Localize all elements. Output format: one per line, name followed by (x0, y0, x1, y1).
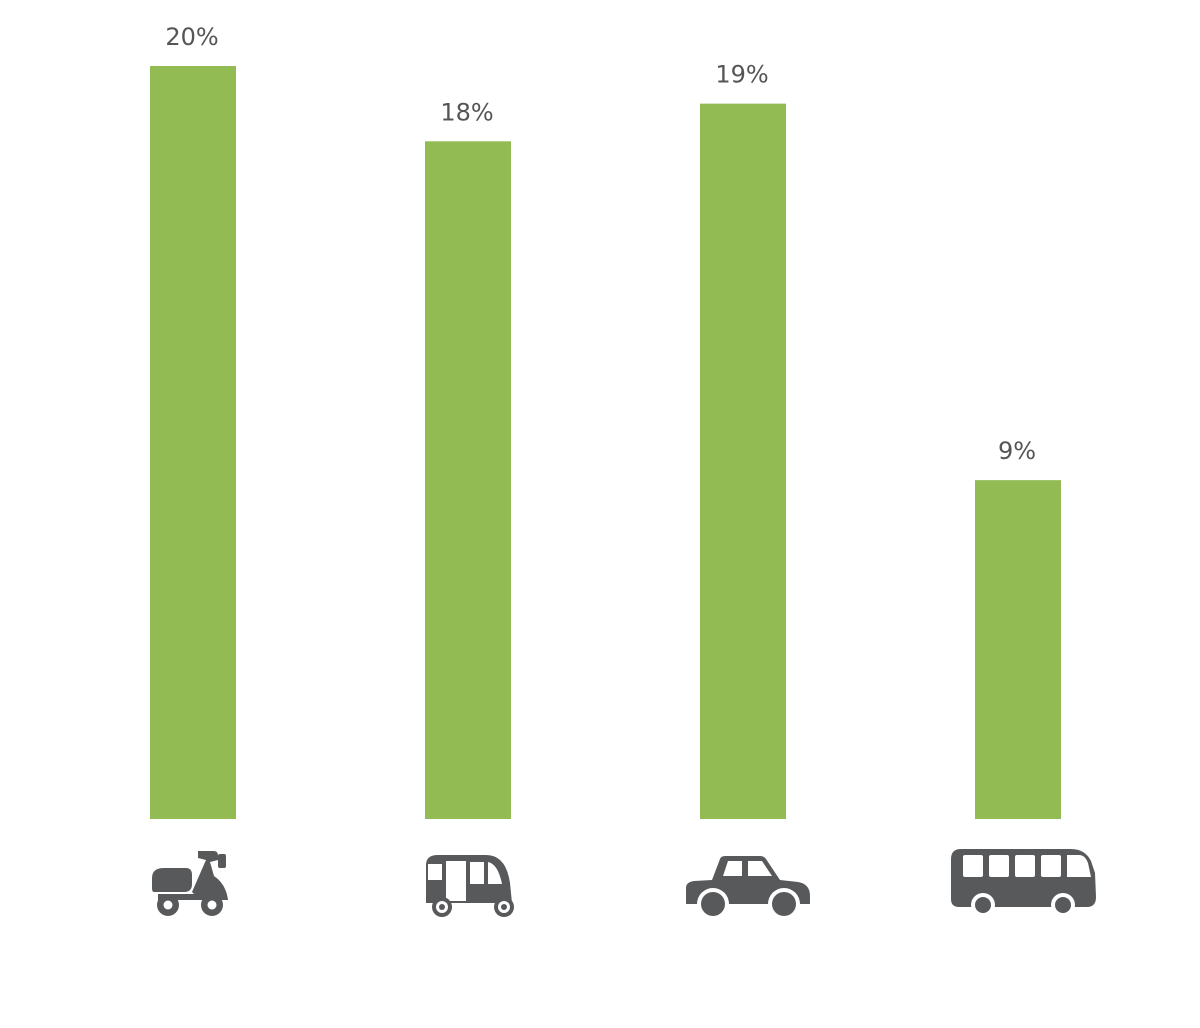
value-label-auto-rickshaw: 18% (440, 98, 493, 126)
value-label-scooter: 20% (165, 23, 218, 51)
value-label-car: 19% (715, 61, 768, 89)
scooter-icon (152, 851, 228, 916)
bars-group (150, 66, 1061, 820)
auto-rickshaw-icon (426, 855, 514, 917)
value-labels-group: 20% 18% 19% 9% (165, 23, 1036, 465)
bar-car (700, 103, 786, 819)
bar-bus (975, 480, 1061, 819)
value-label-bus: 9% (998, 437, 1036, 465)
car-icon (686, 856, 810, 920)
bus-icon (951, 849, 1096, 917)
bar-scooter (150, 66, 236, 819)
bar-auto-rickshaw (425, 141, 511, 820)
